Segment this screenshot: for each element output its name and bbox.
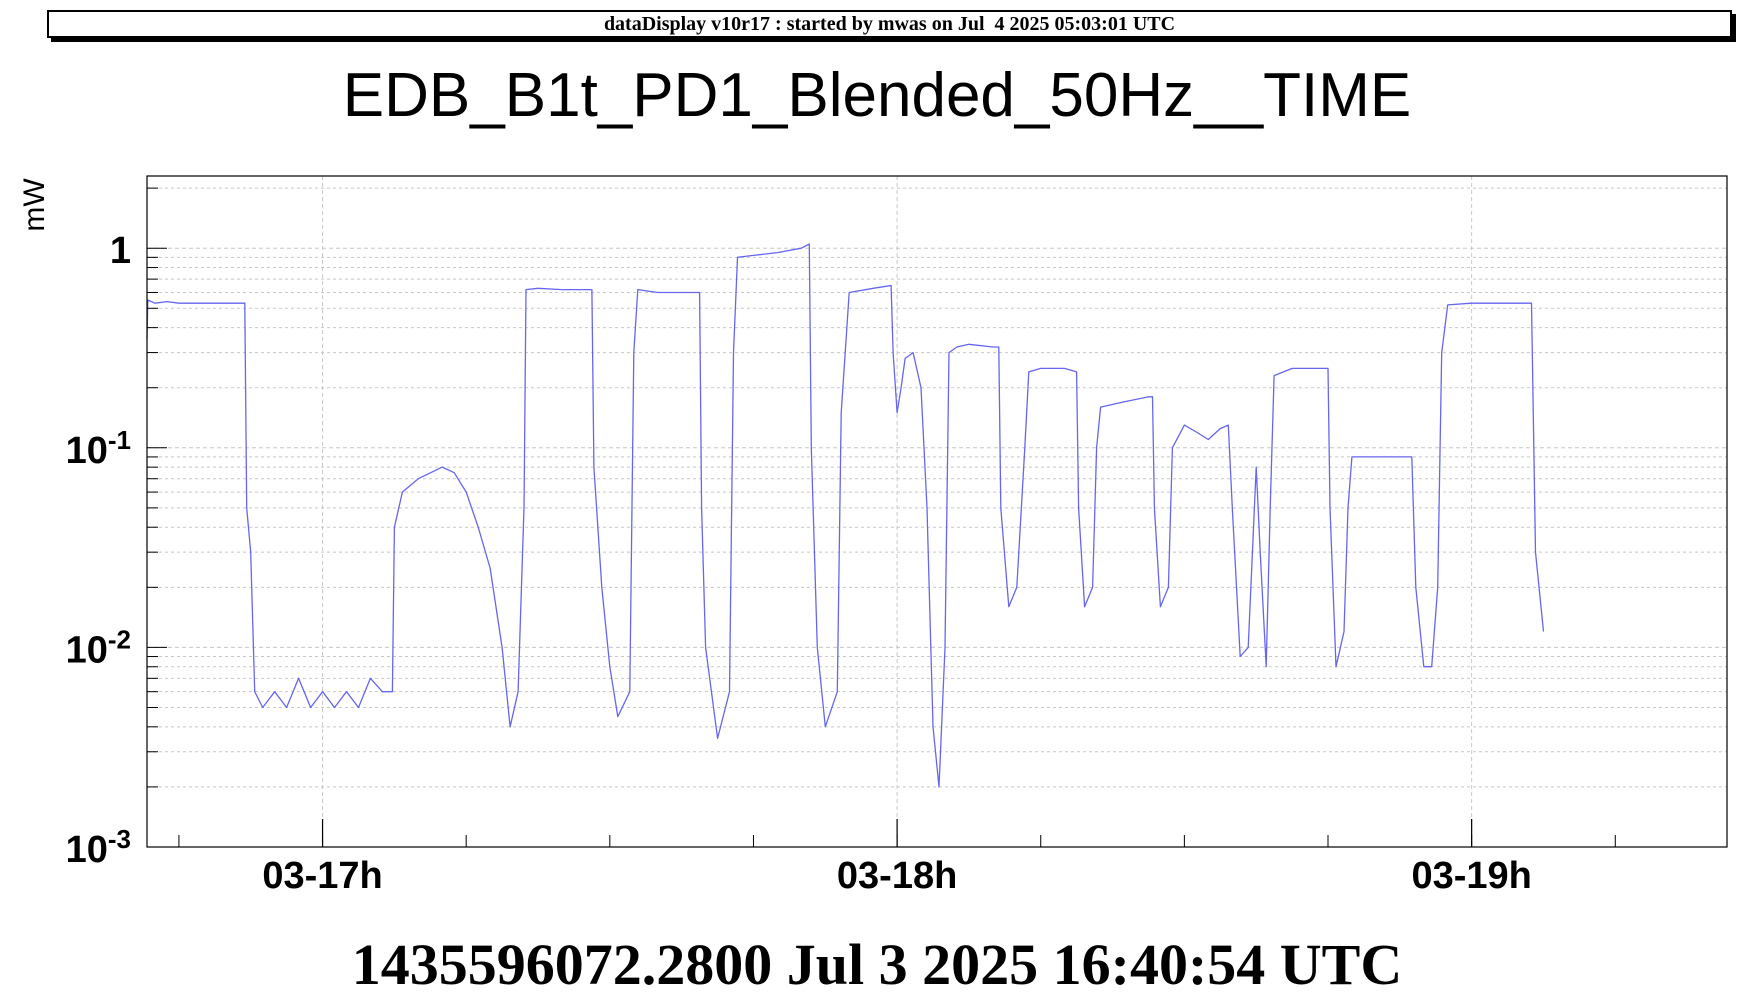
- footer-timestamp: 1435596072.2800 Jul 3 2025 16:40:54 UTC: [351, 932, 1403, 997]
- y-tick-label: 10-3: [66, 824, 131, 871]
- chart-title: EDB_B1t_PD1_Blended_50Hz__TIME: [342, 61, 1412, 130]
- y-tick-label: 10-2: [66, 624, 131, 671]
- status-banner: dataDisplay v10r17 : started by mwas on …: [47, 10, 1732, 38]
- plot-frame: [146, 175, 1728, 848]
- axis-labels: 1 10-1 10-2 10-3 03-17h 03-18h 03-19h mW: [18, 178, 1532, 897]
- y-axis-label: mW: [18, 178, 51, 232]
- y-tick-label: 10-1: [66, 425, 131, 472]
- x-tick-label: 03-17h: [262, 855, 382, 897]
- y-tick-label: 1: [110, 230, 131, 272]
- x-tick-label: 03-18h: [837, 855, 957, 897]
- grid: [147, 176, 1727, 848]
- axes: [146, 175, 1728, 848]
- series-line: [146, 243, 1545, 788]
- plot-area: [147, 176, 1727, 847]
- x-tick-label: 03-19h: [1411, 855, 1531, 897]
- series-layer: [146, 243, 1545, 788]
